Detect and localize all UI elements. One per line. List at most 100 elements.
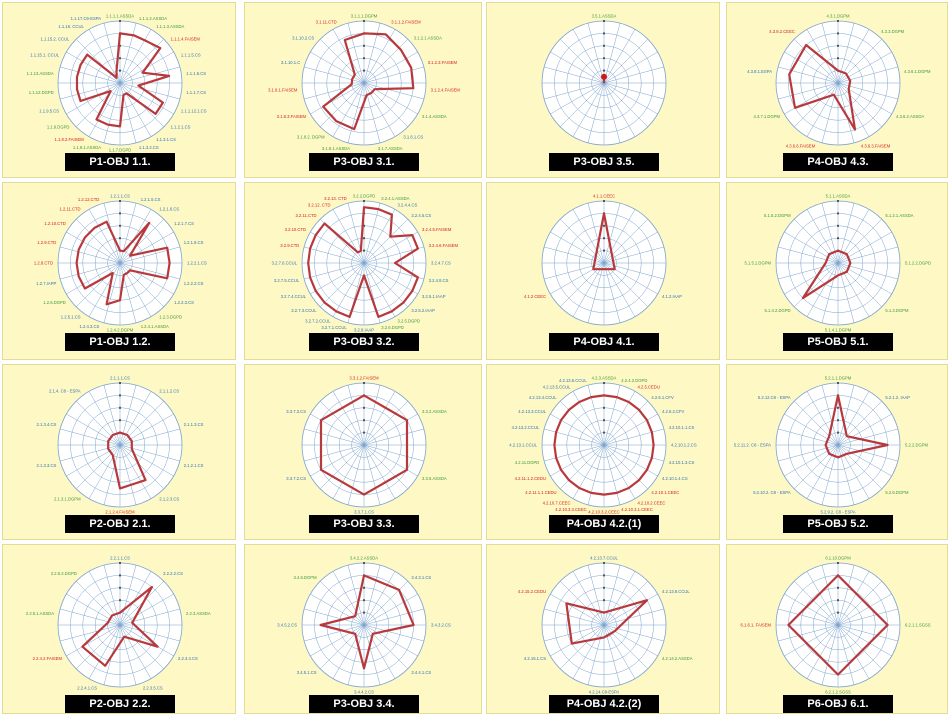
axis-label: 1.2.10.CTD xyxy=(44,221,65,226)
chart-panel-p2-obj-2-1: 2.1.1.1.CS 2.1.1.2.CS 2.1.1.3.CS 2.1.2.1.CS… xyxy=(2,364,236,540)
axis-label: 5.1.2.1.ASSDA xyxy=(885,213,913,218)
axis-label: 5.2.2.DGPM xyxy=(905,443,929,448)
axis-label: 3.3.7.2.CS xyxy=(286,476,306,481)
axis-label: 1.1.13.ASSDA xyxy=(27,71,54,76)
radar-spoke xyxy=(119,82,174,115)
axis-label: 1.1.1.4.FAISEM xyxy=(171,37,201,42)
scale-tick xyxy=(837,32,839,35)
axis-label: 1.2.1.8.CS xyxy=(184,240,204,245)
axis-label: 3.1.9.1.FAISEM xyxy=(268,88,298,93)
axis-label: 1.1.15.2. CCUL xyxy=(41,37,71,42)
radar-spoke xyxy=(363,66,424,84)
scale-tick xyxy=(363,57,365,60)
scale-tick xyxy=(119,237,121,240)
radar-spoke xyxy=(559,580,605,626)
axis-label: 3.2.7.1.CCUL xyxy=(321,325,347,330)
axis-label: 4.2.10.1.2.CS xyxy=(671,443,697,448)
radar-spoke xyxy=(559,400,605,446)
axis-label: 3.2.11.CTD xyxy=(295,213,316,218)
radar-spoke xyxy=(332,209,365,264)
radar-spoke xyxy=(363,262,424,280)
radar-spoke xyxy=(347,203,365,264)
axis-label: 4.2.13.7.CCUL xyxy=(590,556,618,561)
scale-tick xyxy=(603,44,605,47)
axis-label: 3.1.4.ASSDA xyxy=(422,114,447,119)
axis-label: 2.2.3.ASSDA xyxy=(186,611,211,616)
scale-tick xyxy=(603,382,605,384)
scale-tick xyxy=(837,212,839,215)
radar-chart: 5.2.1.1.DGPM 5.2.1.2. IAAP 5.2.2.DGPM 5.2.6… xyxy=(734,376,929,515)
radar-spoke xyxy=(319,262,365,308)
radar-spoke xyxy=(119,444,180,462)
series-line xyxy=(319,574,415,670)
radar-spoke xyxy=(363,82,381,143)
scale-tick xyxy=(363,586,365,589)
chart-title: P4-OBJ 4.2.(2) xyxy=(549,695,659,713)
scale-tick xyxy=(119,406,121,409)
axis-label: 3.3.7.1.CS xyxy=(354,510,374,515)
axis-label: 4.2.5.CEDU xyxy=(638,385,660,390)
scale-tick xyxy=(603,431,605,434)
scale-tick xyxy=(119,419,121,422)
radar-spoke xyxy=(103,385,121,446)
axis-label: 5.1.5.1.DGPM xyxy=(744,261,771,266)
axis-label: 3.2.10.CTD xyxy=(285,227,306,232)
radar-spoke xyxy=(119,400,165,446)
radar-spoke xyxy=(363,593,418,626)
radar-spoke xyxy=(793,580,839,626)
axis-label: 1.1.3.2.CS xyxy=(139,145,159,150)
radar-spoke xyxy=(837,231,892,264)
axis-label: 3.3.1.2.FAISEM xyxy=(349,376,379,381)
chart-panel-p3-obj-3-1: 3.1.1.1.DGPM 3.1.1.2.FAISEM 3.1.2.1.ASSDA 3… xyxy=(244,2,482,178)
axis-label: 1.2.7.IAPP xyxy=(36,281,56,286)
axis-label: 3.2.4.6.FAISEM xyxy=(429,243,459,248)
radar-spoke xyxy=(837,428,898,446)
radar-spoke xyxy=(119,262,165,308)
radar-spoke xyxy=(544,624,605,642)
axis-label: 2.2.5.1.ASSDA xyxy=(26,611,54,616)
scale-tick xyxy=(363,406,365,409)
axis-label: 5.1.1.ASSDA xyxy=(826,194,851,199)
radar-spoke xyxy=(119,624,165,670)
axis-label: 2.2.5.2.DGPD xyxy=(51,571,77,576)
radar-spoke xyxy=(363,624,424,642)
scale-tick xyxy=(363,562,365,564)
radar-spoke xyxy=(784,231,839,264)
chart-panel-p5-obj-5-1: 5.1.1.ASSDA 5.1.2.1.ASSDA 5.1.2.2.DGPD 5.1.… xyxy=(726,182,948,360)
axis-label: 3.4.2.2.ASSDA xyxy=(350,556,378,561)
radar-spoke xyxy=(119,262,137,323)
scale-tick xyxy=(119,562,121,564)
radar-spoke xyxy=(559,624,605,670)
radar-spoke xyxy=(603,444,636,499)
scale-tick xyxy=(119,586,121,589)
series-line xyxy=(592,212,616,271)
chart-title: P4-OBJ 4.3. xyxy=(783,153,893,171)
radar-spoke xyxy=(572,82,605,137)
radar-spoke xyxy=(603,23,621,84)
chart-panel-p2-obj-2-2: 2.2.1.1.CS 2.2.2.2.CS 2.2.3.ASSDA 2.2.3.4.C… xyxy=(2,544,236,714)
radar-spoke xyxy=(603,571,636,626)
radar-spoke xyxy=(837,203,855,264)
radar-spoke xyxy=(119,385,137,446)
radar-chart: 1.1.1.1.ASSDA 1.1.1.2.ASSDA 1.1.1.3.ASSDA 1… xyxy=(27,14,207,153)
radar-spoke xyxy=(603,262,649,308)
axis-label: 1.2.1.5.CS xyxy=(141,197,161,202)
radar-spoke xyxy=(837,624,883,670)
radar-spoke xyxy=(60,66,121,84)
radar-chart: 2.1.1.1.CS 2.1.1.2.CS 2.1.1.3.CS 2.1.2.1.CS… xyxy=(37,376,204,515)
radar-spoke xyxy=(587,624,605,685)
radar-spoke xyxy=(806,571,839,626)
axis-label: 3.4.4.2.CS xyxy=(354,690,374,695)
axis-label: 3.2.8.IAAP xyxy=(354,328,374,333)
axis-label: 4.2.10.3.2.CEEC xyxy=(588,510,619,515)
axis-label: 4.2.3.ASSDA xyxy=(592,376,617,381)
scale-tick xyxy=(837,224,839,227)
scale-tick xyxy=(837,562,839,564)
radar-spoke xyxy=(837,571,870,626)
axis-label: 3.1.1.1.DGPM xyxy=(351,14,378,19)
radar-spoke xyxy=(837,262,883,308)
axis-label: 5.2.12.C8 - ESPA xyxy=(758,395,791,400)
radar-chart: 1.2.1.1.CS 1.2.1.5.CS 1.2.1.6.CS 1.2.1.7.CS… xyxy=(34,194,207,333)
radar-spoke xyxy=(60,82,121,100)
radar-spoke xyxy=(806,29,839,84)
